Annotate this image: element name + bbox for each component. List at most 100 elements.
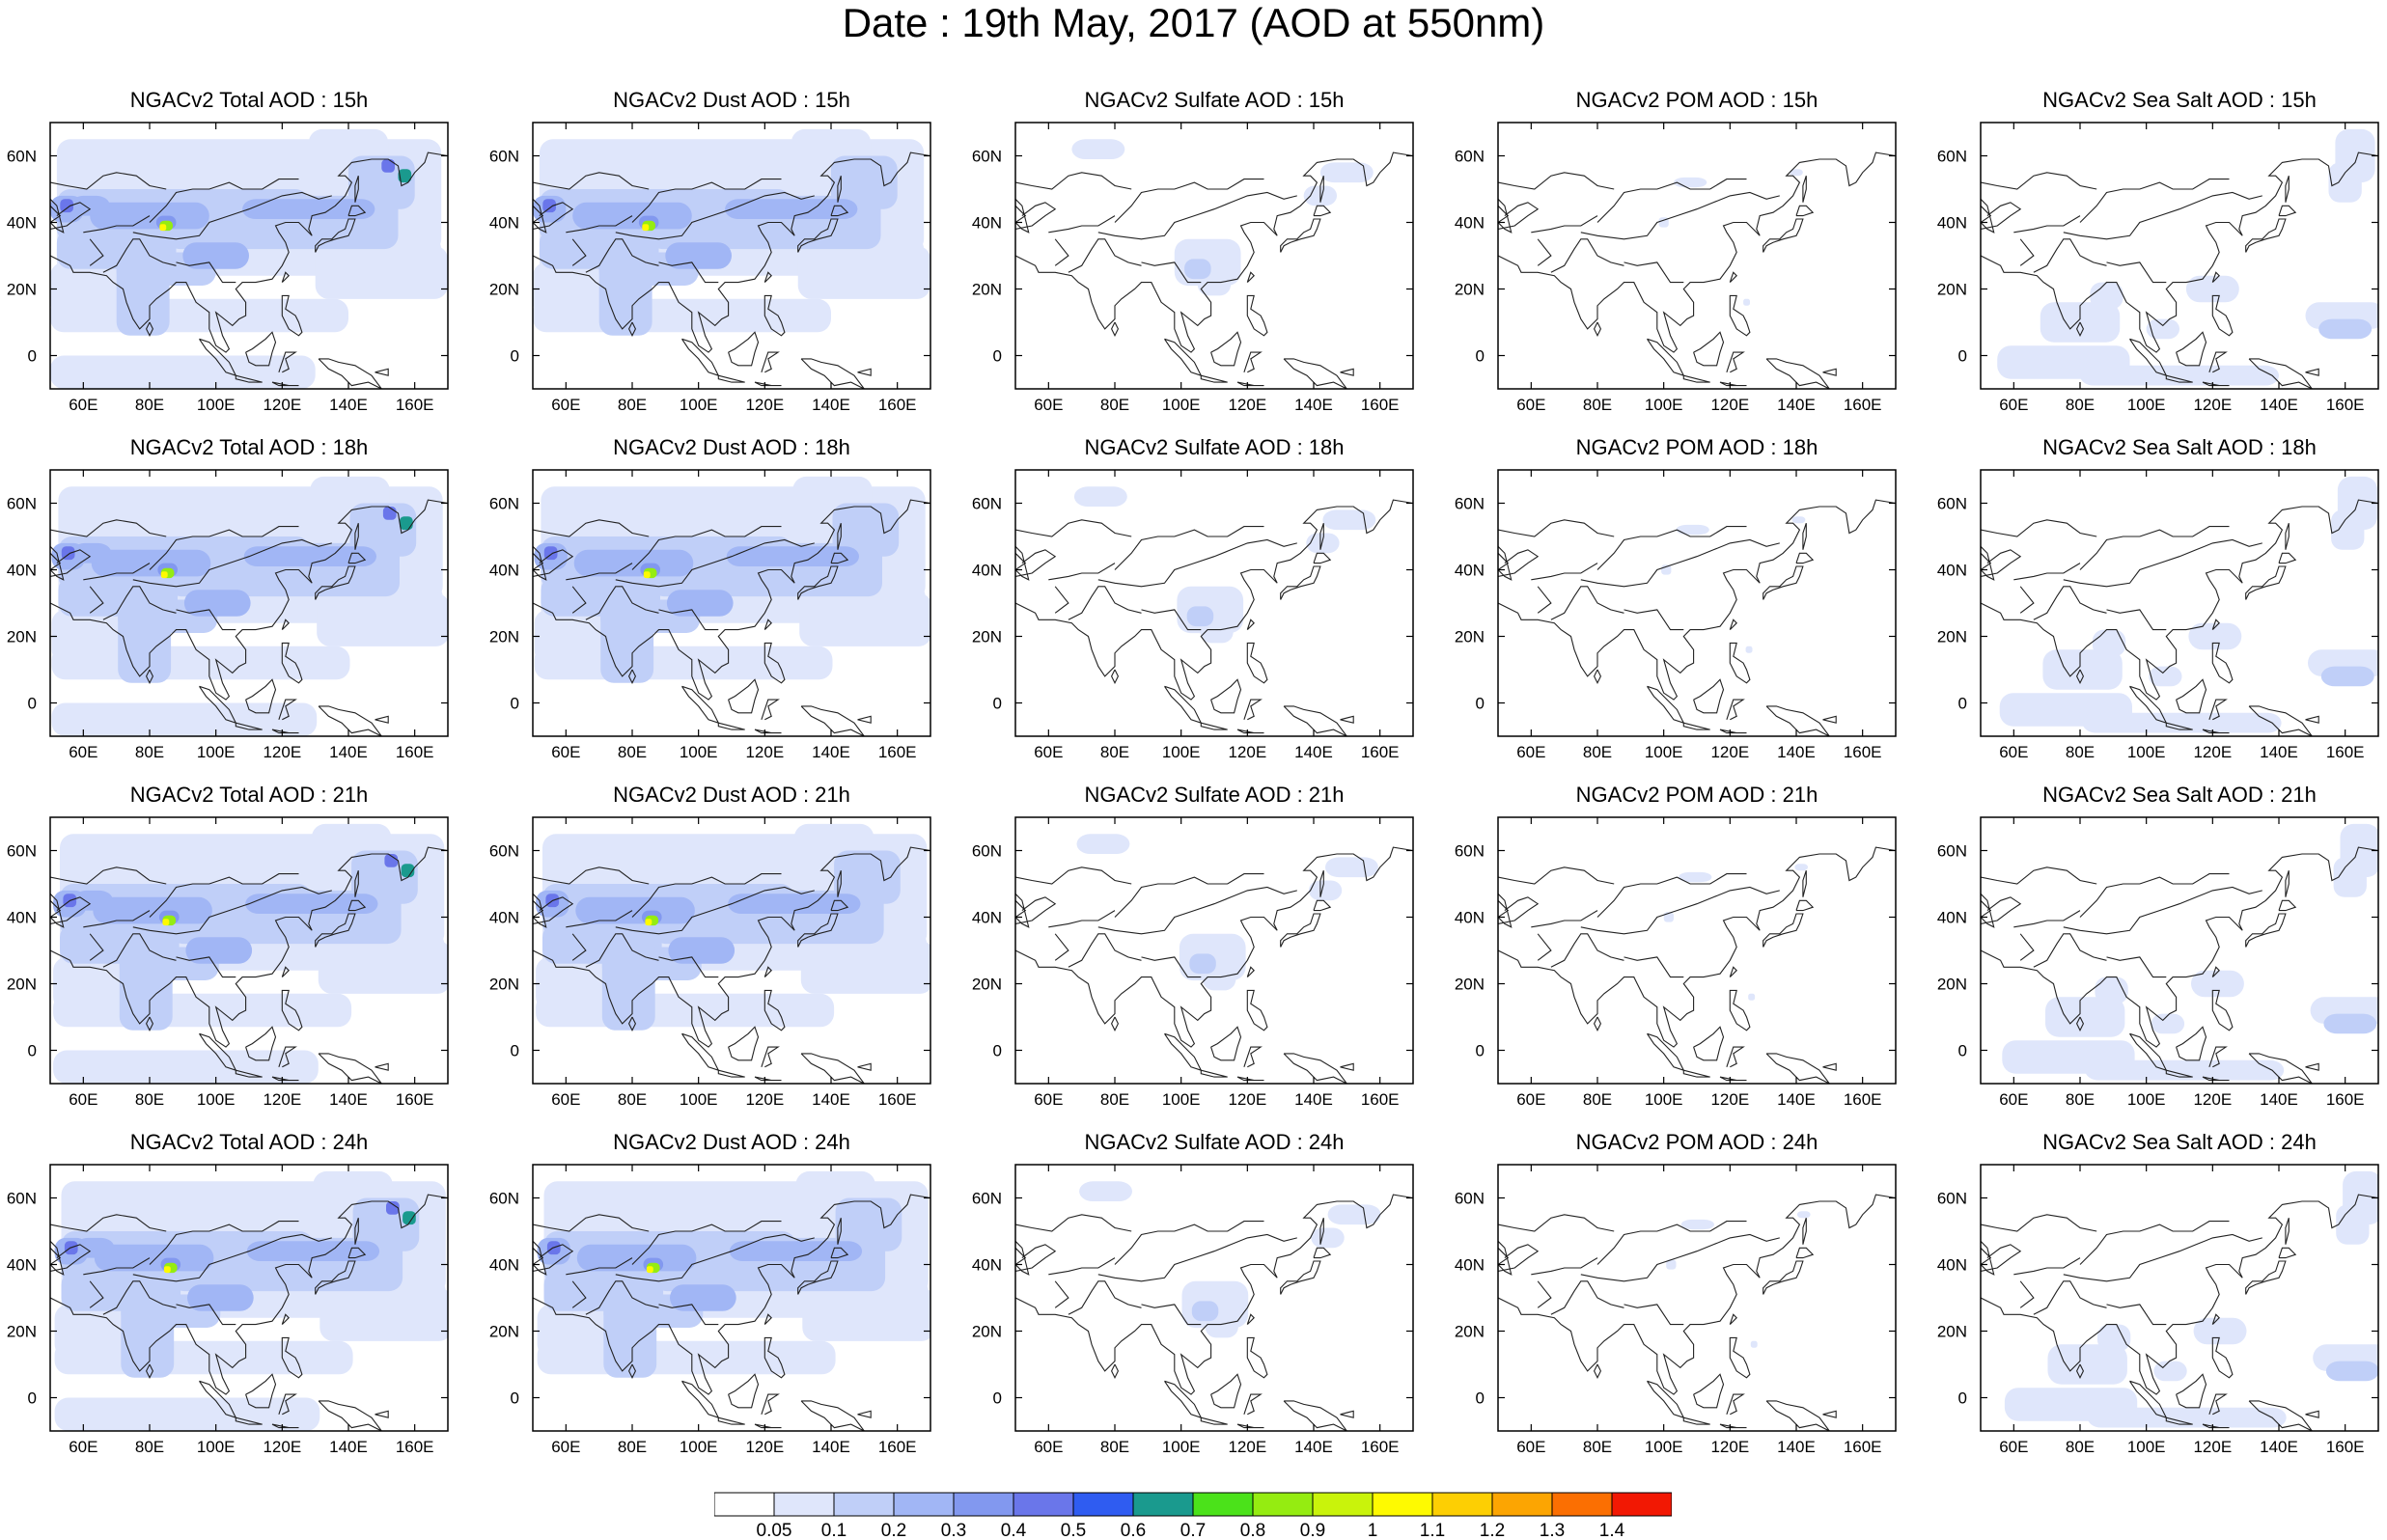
x-tick-label: 120E (745, 1090, 784, 1109)
coastline (315, 565, 356, 600)
coastline (1313, 899, 1332, 912)
map-plot: 60E 80E 100E 120E 140E 160E 60N 40N 20N 0 (489, 122, 931, 414)
x-tick-label: 140E (812, 743, 850, 761)
colorbar-swatch (1013, 1492, 1074, 1517)
coastline (375, 1062, 389, 1071)
coastline (102, 1280, 177, 1315)
x-tick-label: 80E (2066, 396, 2095, 414)
y-tick-label: 20N (972, 1323, 1002, 1341)
coastline (2075, 1363, 2085, 1380)
coastline (2079, 179, 2230, 223)
coastline (271, 1423, 299, 1429)
coastline (2208, 1393, 2228, 1416)
coastline (375, 368, 389, 376)
coastline (1550, 238, 1624, 273)
coastline (2278, 205, 2297, 217)
coastline (2211, 1336, 2234, 1379)
colorbar-label: 0.1 (821, 1521, 847, 1538)
coastline (1141, 1304, 1202, 1326)
aod-cell (182, 242, 249, 269)
coastline (2245, 565, 2287, 600)
y-tick-label: 40N (7, 1256, 37, 1275)
x-tick-label: 140E (1777, 1090, 1816, 1109)
coastline (585, 1280, 659, 1315)
aod-field (1981, 123, 2378, 389)
coastline (728, 678, 760, 714)
x-tick-label: 120E (263, 1090, 301, 1109)
map-plot: 60E 80E 100E 120E 140E 160E 60N 40N 20N 0 (1455, 1164, 1897, 1456)
coastline (2063, 191, 2262, 240)
coastline (318, 1053, 382, 1084)
coastline (1580, 191, 1780, 240)
coastline (571, 933, 587, 961)
coastline (1624, 1304, 1684, 1326)
panel-title: NGACv2 Sea Salt AOD : 24h (2042, 1130, 2317, 1154)
coastline (763, 1336, 786, 1379)
coastline (318, 705, 382, 736)
coastline (1795, 205, 1815, 217)
coastline (830, 1247, 849, 1259)
coastline (1319, 1218, 1324, 1245)
aod-cell (601, 937, 655, 1031)
aod-cell (51, 702, 318, 736)
y-tick-label: 20N (489, 281, 519, 299)
coastline (149, 873, 299, 918)
coastline (354, 1218, 359, 1245)
x-tick-label: 100E (2127, 1090, 2166, 1109)
y-tick-label: 20N (489, 628, 519, 646)
coastline (1498, 846, 1896, 1048)
coastline (631, 179, 782, 223)
coastline (585, 238, 659, 273)
aod-cell (2188, 622, 2242, 650)
coastline (2033, 933, 2107, 968)
x-tick-label: 160E (878, 1438, 917, 1456)
coastline (1015, 1194, 1413, 1395)
aod-cell (1311, 1227, 1345, 1249)
colorbar-swatch (1252, 1492, 1314, 1517)
y-tick-label: 0 (28, 1389, 37, 1408)
coastline (1283, 358, 1347, 389)
coastline (1246, 294, 1268, 337)
coastline (1802, 870, 1807, 897)
coastline (1693, 1026, 1725, 1061)
coastline (797, 913, 839, 948)
coastline (615, 886, 815, 935)
x-tick-label: 160E (396, 396, 434, 414)
aod-cell (398, 169, 412, 183)
x-tick-label: 60E (1999, 396, 2028, 414)
aod-cell (2336, 1204, 2370, 1245)
coastline (2285, 1218, 2290, 1245)
aod-cell (162, 919, 170, 926)
coastline (1498, 1214, 1615, 1232)
colorbar-swatch (1372, 1492, 1433, 1517)
aod-cell (1189, 953, 1216, 975)
y-tick-label: 0 (993, 1389, 1002, 1408)
coastline (1280, 218, 1321, 253)
map-plot: 60E 80E 100E 120E 140E 160E 60N 40N 20N 0 (1937, 122, 2379, 414)
y-tick-label: 20N (7, 628, 37, 646)
y-tick-label: 20N (1455, 628, 1485, 646)
aod-cell (60, 199, 73, 213)
x-tick-label: 140E (1294, 743, 1333, 761)
coastline (797, 565, 839, 600)
aod-cell (401, 864, 415, 878)
coastline (658, 956, 719, 978)
x-tick-label: 160E (1844, 396, 1882, 414)
aod-field (1015, 817, 1413, 1084)
x-tick-label: 160E (396, 743, 434, 761)
coastline (2248, 358, 2313, 389)
coastline (2211, 619, 2220, 630)
map-plot: 60E 80E 100E 120E 140E 160E 60N 40N 20N 0 (489, 1164, 931, 1456)
aod-cell (160, 571, 168, 579)
aod-cell (2333, 857, 2367, 897)
y-tick-label: 0 (511, 347, 519, 366)
x-tick-label: 80E (1100, 743, 1129, 761)
coastline (1054, 1280, 1069, 1308)
y-tick-label: 40N (7, 214, 37, 233)
aod-cell (1308, 880, 1343, 901)
colorbar-label: 1.3 (1540, 1521, 1565, 1538)
aod-cell (835, 1197, 902, 1251)
coastline (176, 261, 236, 284)
coastline (763, 294, 786, 337)
coastline (83, 1257, 151, 1276)
